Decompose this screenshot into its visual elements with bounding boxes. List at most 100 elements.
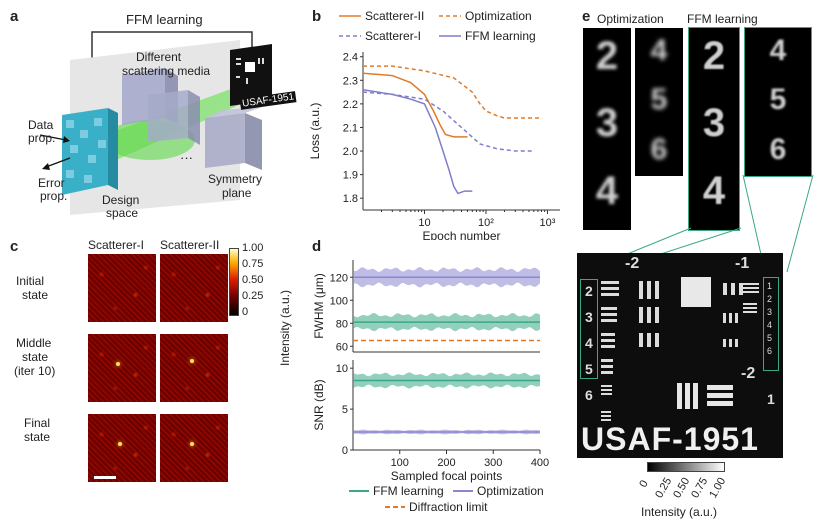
usaf-target-image: -2 -1 -2 2 3 4 5 6 1 2 3 4 5 6 1 USAF-1951 xyxy=(577,253,783,458)
digit-glyph: 6 xyxy=(650,132,668,166)
usaf-bar xyxy=(731,283,735,295)
ffm-col-small: 4 5 6 xyxy=(744,27,812,177)
focal-spot xyxy=(190,359,194,363)
usaf-bar xyxy=(729,339,732,347)
loss-xlabel: Epoch number xyxy=(422,229,500,240)
loss-ytick-label: 1.8 xyxy=(343,193,358,205)
col-label-optimization: Optimization xyxy=(597,12,664,26)
usaf-bar xyxy=(743,283,759,285)
speckle-image-2 xyxy=(88,334,156,402)
snr-ytick-label: 0 xyxy=(342,445,348,457)
usaf-bar xyxy=(723,313,726,323)
hot-colorbar xyxy=(229,248,239,316)
usaf-bar xyxy=(743,291,759,293)
digit-glyph: 2 xyxy=(702,34,726,78)
scale-bar xyxy=(94,476,116,479)
row-initial-line2: state xyxy=(22,288,49,302)
usaf-bar xyxy=(601,415,611,417)
usaf-left-number: 5 xyxy=(585,361,593,377)
loss-legend-label-1: Optimization xyxy=(465,9,532,23)
speckle-grid xyxy=(88,254,228,482)
panel-label-d: d xyxy=(312,238,322,255)
digit-glyph: 4 xyxy=(595,168,619,213)
usaf-bar xyxy=(647,281,651,299)
usaf-bar xyxy=(601,371,613,374)
cbar-c-tick-0: 1.00 xyxy=(242,242,264,254)
usaf-bar xyxy=(735,339,738,347)
scattering-cube-3 xyxy=(205,107,262,170)
media-label-line2: scattering media xyxy=(122,64,211,78)
usaf-bar xyxy=(723,339,726,347)
usaf-bar xyxy=(601,293,619,296)
usaf-bar xyxy=(601,345,615,348)
usaf-left-number: 6 xyxy=(585,387,593,403)
usaf-left-number: 2 xyxy=(585,283,593,299)
highlight-box-left xyxy=(580,279,598,379)
schematic-drawing: ··· xyxy=(39,31,272,215)
snr-xtick-label: 200 xyxy=(437,457,455,469)
usaf-bar xyxy=(601,313,617,316)
cbar-e-label: Intensity (a.u.) xyxy=(641,505,718,519)
usaf-bar xyxy=(601,393,612,395)
usaf-bar xyxy=(735,313,738,323)
row-initial-line1: Initial xyxy=(16,274,45,288)
symmetry-plane-line1: Symmetry xyxy=(208,172,262,186)
data-prop-line2: prop. xyxy=(28,131,56,145)
digit-glyph: 5 xyxy=(650,83,668,117)
usaf-right-number: 2 xyxy=(767,294,773,304)
ffm-col-large: 2 3 4 xyxy=(688,27,740,231)
usaf-left-number: 4 xyxy=(585,335,593,351)
usaf-bar xyxy=(693,383,698,409)
usaf-bar xyxy=(723,283,727,295)
usaf-bar xyxy=(601,385,612,387)
usaf-square xyxy=(681,277,711,307)
design-space-line1: Design xyxy=(102,193,140,207)
usaf-right-number: 5 xyxy=(767,333,773,343)
loss-legend-label-0: Scatterer-II xyxy=(365,9,424,23)
loss-series-3 xyxy=(362,91,534,152)
usaf-bar xyxy=(655,307,659,323)
usaf-bar xyxy=(601,281,619,284)
usaf-right-number: 1 xyxy=(767,281,773,291)
panel-label-a: a xyxy=(10,8,19,25)
gray-colorbar xyxy=(647,462,725,472)
usaf-bar xyxy=(647,333,651,347)
usaf-bar xyxy=(739,283,743,295)
snr-ytick-label: 5 xyxy=(342,404,348,416)
panel-label-b: b xyxy=(312,8,322,25)
fwhm-ytick-label: 100 xyxy=(330,295,348,307)
snr-ylabel: SNR (dB) xyxy=(312,379,326,430)
col-label-scatterer1: Scatterer-I xyxy=(88,238,145,252)
error-prop-line1: Error xyxy=(38,176,65,190)
loss-ytick-label: 2.3 xyxy=(343,75,358,87)
panel-label-c: c xyxy=(10,238,19,255)
legend-ffm-label: FFM learning xyxy=(373,484,444,498)
digit-glyph: 4 xyxy=(650,34,668,67)
usaf-bar xyxy=(685,383,690,409)
cbar-c-tick-2: 0.50 xyxy=(242,274,264,286)
usaf-bar xyxy=(601,287,619,290)
highlight-box-right xyxy=(763,277,779,371)
usaf-title-text: USAF-1951 xyxy=(581,421,759,457)
usaf-bar xyxy=(647,307,651,323)
usaf-bar xyxy=(639,307,643,323)
loss-legend-label-3: FFM learning xyxy=(465,29,536,43)
fwhm-ytick-label: 60 xyxy=(336,341,348,353)
usaf-bar xyxy=(601,389,612,391)
ellipsis-dots: ··· xyxy=(180,150,193,165)
row-middle-line1: Middle xyxy=(16,336,52,350)
usaf-bar xyxy=(639,333,643,347)
focal-spot xyxy=(190,442,194,446)
row-final-line2: state xyxy=(24,430,51,444)
usaf-bar xyxy=(707,385,733,390)
digit-glyph: 3 xyxy=(595,101,619,146)
ffm-learning-title: FFM learning xyxy=(126,12,203,27)
media-label-line1: Different xyxy=(136,50,182,64)
digit-glyph: 5 xyxy=(769,83,787,117)
focal-spot xyxy=(118,442,122,446)
digit-glyph: 4 xyxy=(769,34,787,67)
panel-c: Scatterer-I Scatterer-II Initial state M… xyxy=(0,232,300,527)
usaf-group-label: -1 xyxy=(735,255,750,272)
col-label-ffm-learning: FFM learning xyxy=(687,12,758,26)
panel-e: Optimization FFM learning 2 3 4 4 5 6 2 3 4 4 5 6 -… xyxy=(575,0,828,525)
